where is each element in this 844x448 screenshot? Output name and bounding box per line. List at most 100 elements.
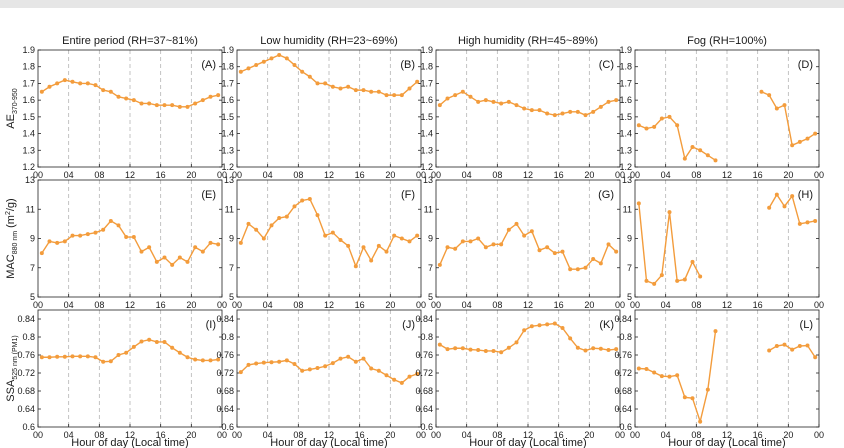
panel-D-ytick-label: 1.3 bbox=[619, 145, 632, 155]
panel-B-data-point bbox=[315, 81, 320, 86]
panel-J-ytick-label: 0.64 bbox=[216, 404, 234, 414]
panel-C: 1.2 1.3 1.4 1.5 1.6 1.7 1.8 1.9 00 04 08 12 16 20 00 (C… bbox=[420, 45, 625, 180]
panel-B-data-point bbox=[292, 63, 297, 68]
panel-D-ytick-label: 1.2 bbox=[619, 162, 632, 172]
panel-B-xtick-label: 12 bbox=[324, 170, 334, 180]
panel-A-ytick-label: 1.6 bbox=[22, 95, 35, 105]
panel-A-data-point bbox=[162, 103, 167, 108]
panel-A-ytick-label: 1.8 bbox=[22, 62, 35, 72]
panel-I-xtick-label: 20 bbox=[186, 430, 196, 440]
panel-K-data-point bbox=[445, 347, 450, 352]
panel-J-data-point bbox=[399, 380, 404, 385]
panel-C-xtick-label: 12 bbox=[523, 170, 533, 180]
panel-B-data-point bbox=[376, 89, 381, 94]
column-title-2: Low humidity (RH=23~69%) bbox=[260, 35, 398, 47]
panel-F-data-point bbox=[277, 216, 282, 221]
panel-F-data-point bbox=[330, 230, 335, 235]
panel-K-data-point bbox=[537, 323, 542, 328]
panel-H-ytick-label: 9 bbox=[627, 234, 632, 244]
panel-I-ytick-label: 0.84 bbox=[17, 314, 35, 324]
panel-A-data-point bbox=[131, 98, 136, 103]
panel-D-ytick-label: 1.4 bbox=[619, 129, 632, 139]
panel-I: 0.6 0.64 0.68 0.72 0.76 0.8 0.84 00 04 08 12 16 20 00… bbox=[17, 309, 227, 440]
panel-B-xtick-label: 08 bbox=[293, 170, 303, 180]
panel-B-data-point bbox=[261, 59, 266, 64]
panel-G-data-point bbox=[606, 242, 611, 247]
panel-C-data-point bbox=[453, 93, 458, 98]
panel-A-ytick-label: 1.9 bbox=[22, 45, 35, 55]
panel-E-data-point bbox=[147, 245, 152, 250]
panel-B-xtick-label: 00 bbox=[416, 170, 426, 180]
panel-I-data-point bbox=[108, 359, 113, 364]
panel-E-data-point bbox=[185, 259, 190, 264]
panel-K-ytick-label: 0.64 bbox=[415, 404, 433, 414]
panel-D-data-point bbox=[652, 124, 657, 129]
panel-K-data-point bbox=[591, 346, 596, 351]
panel-L-data-point bbox=[667, 374, 672, 379]
panel-H-data-point bbox=[698, 274, 703, 279]
panel-I-data-point bbox=[139, 339, 144, 344]
panel-J: 0.6 0.64 0.68 0.72 0.76 0.8 0.84 00 04 08 12 16 20 00… bbox=[216, 309, 426, 440]
panel-F-data-point bbox=[284, 214, 289, 219]
panel-E-xtick-label: 12 bbox=[125, 300, 135, 310]
panel-I-data-point bbox=[55, 354, 60, 359]
panel-H-data-point bbox=[774, 192, 779, 197]
panel-I-data-point bbox=[200, 358, 205, 363]
panel-F-data-point bbox=[254, 227, 259, 232]
panel-A-ytick-label: 1.2 bbox=[22, 162, 35, 172]
panel-C-data-point bbox=[583, 113, 588, 118]
panel-G-data-point bbox=[545, 245, 550, 250]
panel-L-data-point bbox=[790, 347, 795, 352]
panel-G-xtick-label: 00 bbox=[615, 300, 625, 310]
panel-A-data-point bbox=[124, 96, 129, 101]
panel-D-data-point bbox=[782, 103, 787, 108]
panel-A-data-point bbox=[154, 103, 159, 108]
panel-C-xtick-label: 20 bbox=[584, 170, 594, 180]
row-3-ylabel: SSA525 nm (PM1) bbox=[5, 335, 19, 401]
panel-B-xtick-label: 16 bbox=[355, 170, 365, 180]
panel-A-xtick-label: 16 bbox=[156, 170, 166, 180]
panel-A-xtick-label: 00 bbox=[33, 170, 43, 180]
panel-F-xtick-label: 20 bbox=[385, 300, 395, 310]
panel-I-data-point bbox=[147, 337, 152, 342]
panel-C-xtick-label: 16 bbox=[554, 170, 564, 180]
panel-J-data-point bbox=[323, 364, 328, 369]
top-border bbox=[0, 0, 844, 8]
panel-D-data-point bbox=[774, 106, 779, 111]
panel-F: 5 7 9 11 13 00 04 08 12 16 20 00 (F) bbox=[224, 175, 426, 310]
panel-K-ytick-label: 0.84 bbox=[415, 314, 433, 324]
panel-G-data-point bbox=[506, 227, 511, 232]
panel-D-data-point bbox=[690, 144, 695, 149]
panel-A-data-point bbox=[193, 101, 198, 106]
panel-C-data-point bbox=[560, 111, 565, 116]
column-title-1: Entire period (RH=37~81%) bbox=[62, 35, 198, 47]
panel-G-data-point bbox=[522, 233, 527, 238]
panel-C-data-point bbox=[545, 111, 550, 116]
panel-F-xtick-label: 16 bbox=[355, 300, 365, 310]
panel-C-data-point bbox=[568, 109, 573, 114]
panel-A-data-point bbox=[101, 88, 106, 93]
panel-C-xtick-label: 08 bbox=[492, 170, 502, 180]
panel-A-data-point bbox=[70, 79, 75, 84]
panel-B-data-point bbox=[353, 88, 358, 93]
panel-C-data-point bbox=[522, 106, 527, 111]
panel-J-data-point bbox=[246, 362, 251, 367]
panel-I-data-point bbox=[185, 355, 190, 360]
panel-G-data-point bbox=[591, 256, 596, 261]
panel-L-ytick-label: 0.84 bbox=[614, 314, 632, 324]
panel-D-data-point bbox=[790, 143, 795, 148]
panel-E-data-point bbox=[55, 240, 60, 245]
panel-H-data-point bbox=[767, 205, 772, 210]
panel-D-xtick-label: 00 bbox=[814, 170, 824, 180]
panel-L-ytick-label: 0.72 bbox=[614, 368, 632, 378]
panel-D-xtick-label: 12 bbox=[722, 170, 732, 180]
panel-G-data-point bbox=[583, 265, 588, 270]
panel-E-xtick-label: 16 bbox=[156, 300, 166, 310]
panel-B-data-point bbox=[384, 93, 389, 98]
panel-L-ytick-label: 0.6 bbox=[619, 422, 632, 432]
panel-A-data-point bbox=[177, 104, 182, 109]
panel-A-data-point bbox=[185, 104, 190, 109]
panel-C-data-point bbox=[606, 99, 611, 104]
panel-H-xtick-label: 12 bbox=[722, 300, 732, 310]
panel-I-xtick-label: 08 bbox=[94, 430, 104, 440]
